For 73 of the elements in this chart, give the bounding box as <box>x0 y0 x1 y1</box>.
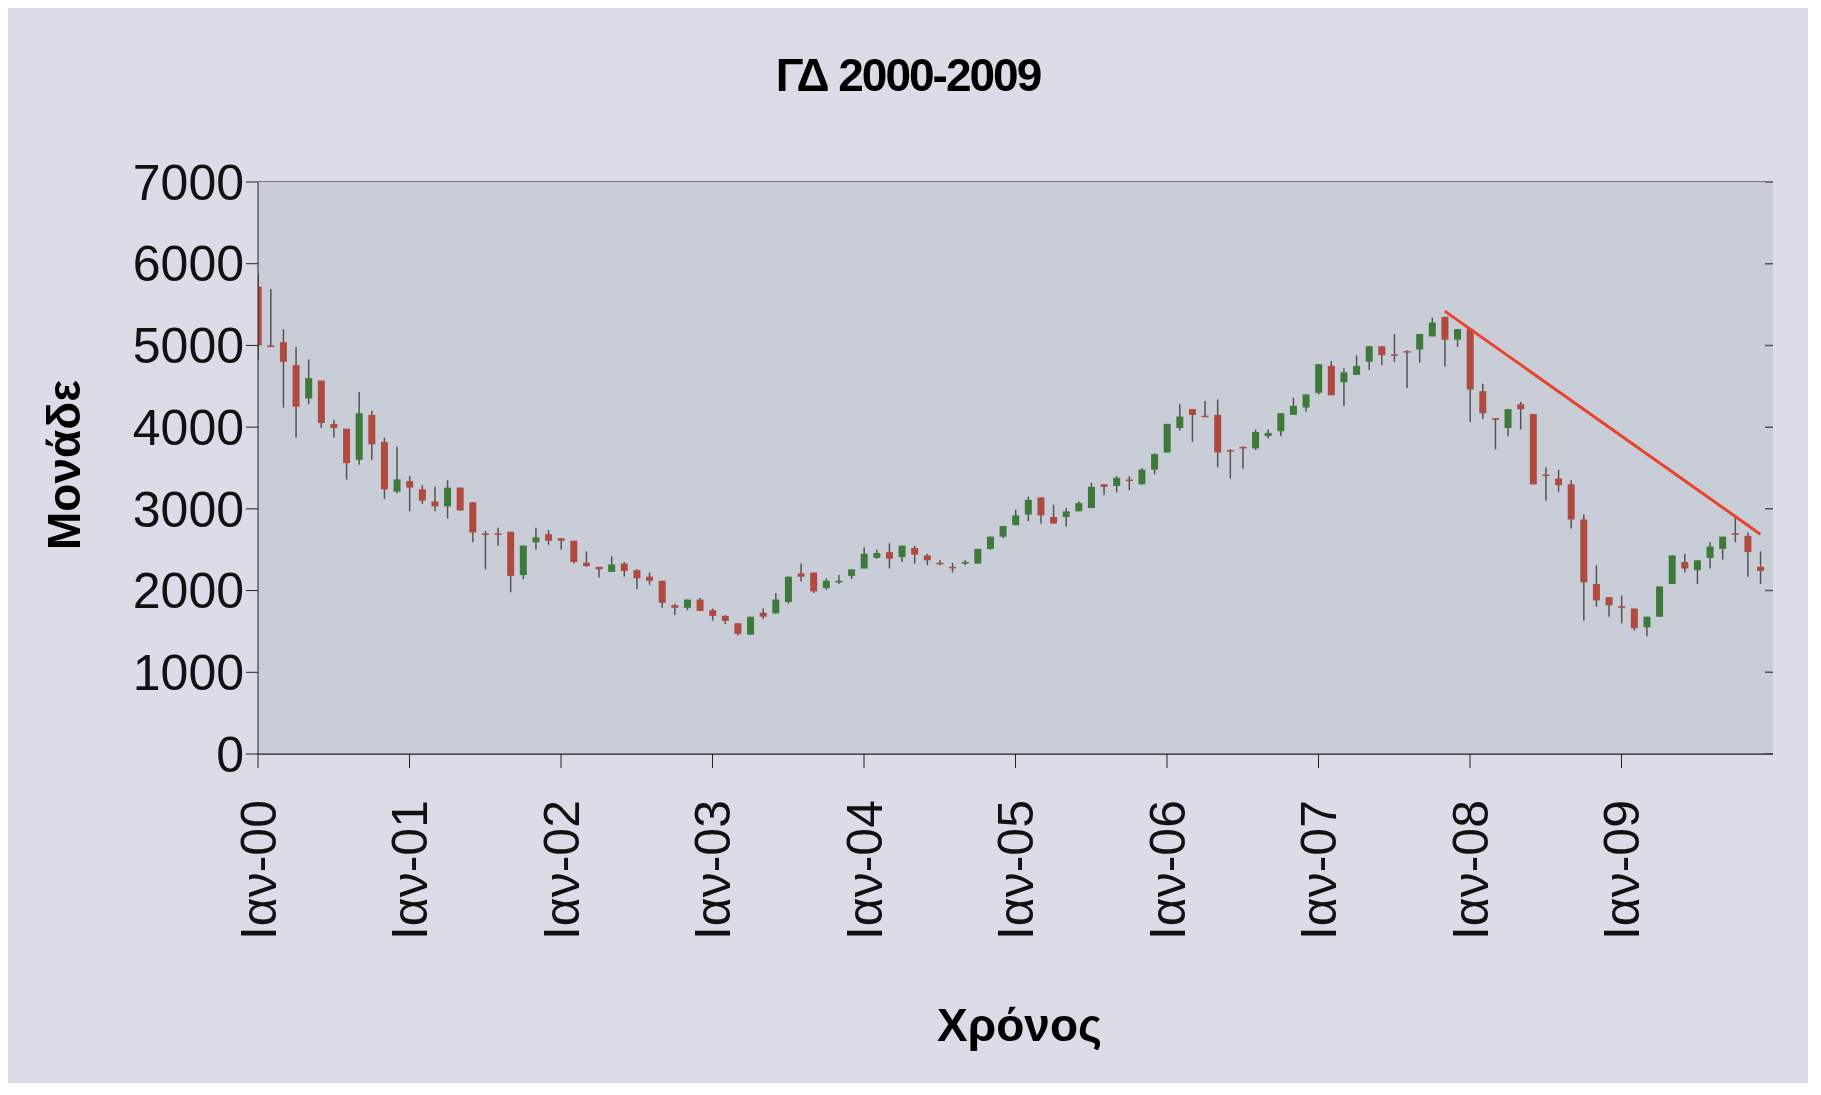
candlestick <box>1744 531 1752 578</box>
candlestick <box>1757 550 1765 585</box>
candlestick <box>330 419 338 439</box>
candlestick <box>1618 594 1626 625</box>
candlestick <box>444 479 452 520</box>
y-tick-label: 6000 <box>132 236 244 293</box>
candlestick <box>1151 452 1159 476</box>
candlestick <box>1479 383 1487 420</box>
candlestick <box>532 526 540 551</box>
x-tick-label: Ιαν-05 <box>988 800 1044 941</box>
candlestick <box>1555 468 1563 493</box>
candlestick <box>267 288 275 348</box>
candlestick <box>1706 541 1714 570</box>
candlestick <box>406 475 414 513</box>
candlestick <box>1062 507 1070 528</box>
candlestick <box>1037 496 1045 525</box>
candlestick <box>1441 316 1449 368</box>
candlestick <box>1605 596 1613 618</box>
x-tick-label: Ιαν-01 <box>382 800 438 941</box>
candlestick <box>557 537 565 551</box>
candlestick <box>1050 504 1058 525</box>
candlestick <box>393 446 401 495</box>
x-axis-title: Χρόνος <box>936 998 1103 1052</box>
candlestick <box>1403 349 1411 389</box>
candlestick <box>1681 553 1689 574</box>
y-tick-label: 3000 <box>132 481 244 538</box>
candlestick <box>633 568 641 590</box>
candlestick <box>1264 428 1272 440</box>
x-tick-label: Ιαν-09 <box>1594 800 1650 941</box>
candlestick <box>1416 333 1424 364</box>
x-tick-label: Ιαν-00 <box>230 800 287 941</box>
candlestick <box>279 328 287 409</box>
candlestick <box>1176 403 1184 432</box>
candlestick <box>1024 495 1032 522</box>
candlestick <box>1693 559 1701 585</box>
candlestick <box>1517 401 1525 431</box>
candlestick <box>1188 408 1196 443</box>
y-tick-label: 5000 <box>132 318 244 375</box>
candlestick <box>1087 481 1095 509</box>
candlestick <box>1353 354 1361 376</box>
candlestick <box>885 542 893 570</box>
x-tick-label: Ιαν-02 <box>533 800 590 941</box>
y-tick-label: 0 <box>216 726 244 783</box>
candlestick <box>1252 428 1260 451</box>
candlestick <box>481 530 489 571</box>
y-tick-label: 1000 <box>132 645 244 702</box>
candlestick <box>1100 483 1108 496</box>
y-tick-label: 4000 <box>132 399 244 456</box>
candlestick <box>418 484 426 505</box>
candlestick <box>1504 408 1512 437</box>
candlestick <box>1340 367 1348 407</box>
x-tick-label: Ιαν-03 <box>685 800 741 941</box>
x-tick-label: Ιαν-04 <box>836 800 893 941</box>
x-tick-label: Ιαν-06 <box>1139 800 1196 941</box>
candlestick <box>1390 333 1398 363</box>
candlestick <box>797 562 805 583</box>
y-axis-title: Μονάδε <box>37 379 91 552</box>
candlestick <box>1365 345 1373 371</box>
candlestick <box>494 526 502 547</box>
candlestick <box>1491 417 1499 450</box>
candlestick <box>860 546 868 570</box>
candlestick <box>1226 448 1234 480</box>
y-tick-label: 2000 <box>132 563 244 620</box>
chart-title: ΓΔ 2000-2009 <box>774 48 1042 102</box>
x-tick-label: Ιαν-07 <box>1291 800 1347 941</box>
candlestick <box>1592 564 1600 608</box>
candlestick <box>1378 345 1386 366</box>
candlestick <box>658 580 666 609</box>
candlestick <box>671 602 679 616</box>
x-tick-label: Ιαν-08 <box>1442 800 1499 941</box>
candlestick <box>1277 412 1285 437</box>
candlestick <box>305 358 313 406</box>
y-tick-label: 7000 <box>132 154 244 211</box>
